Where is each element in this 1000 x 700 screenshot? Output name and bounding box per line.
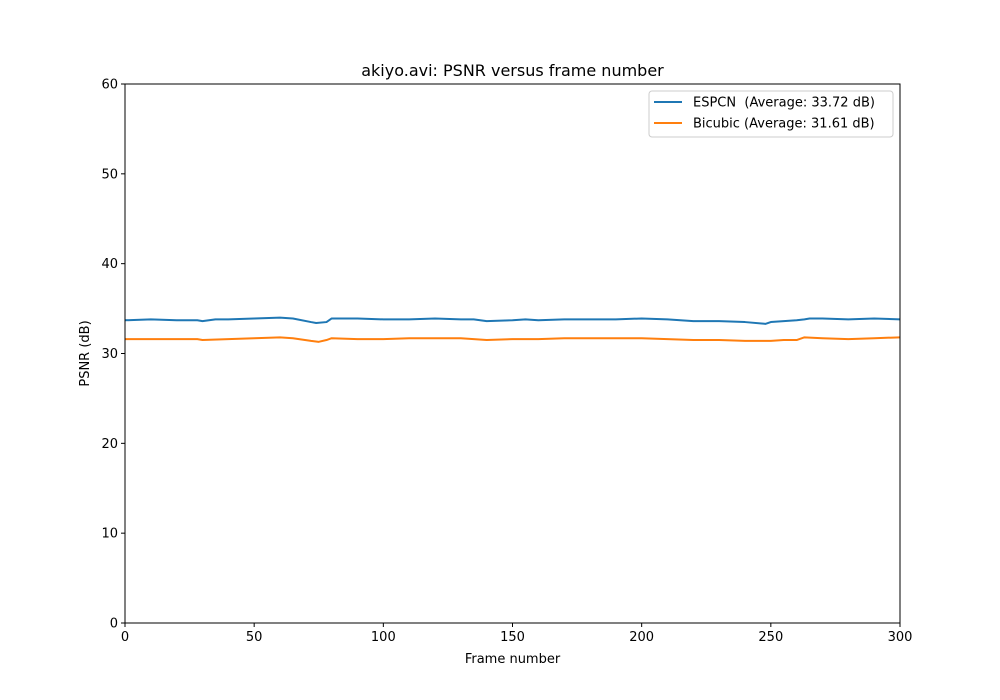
y-tick-label: 50 [101, 167, 118, 182]
x-tick-label: 200 [629, 630, 654, 645]
x-axis: 0 50 100 150 200 250 300 [121, 623, 913, 645]
legend-entry-label: Bicubic (Average: 31.61 dB) [693, 117, 875, 132]
legend: ESPCN (Average: 33.72 dB) Bicubic (Averag… [648, 90, 894, 138]
series-line-espcn [124, 316, 901, 325]
x-tick-label: 100 [371, 630, 396, 645]
chart-title: akiyo.avi: PSNR versus frame number [361, 61, 664, 80]
y-tick-label: 30 [101, 347, 118, 362]
y-tick-label: 10 [101, 527, 118, 542]
legend-box [648, 90, 894, 138]
series-layer [124, 316, 901, 343]
x-tick-label: 250 [758, 630, 783, 645]
series-line-bicubic [125, 336, 901, 343]
y-axis-label: PSNR (dB) [78, 320, 93, 386]
y-tick-label: 0 [110, 617, 118, 632]
y-tick-label: 20 [101, 437, 118, 452]
legend-entry-label: ESPCN (Average: 33.72 dB) [693, 96, 875, 111]
x-tick-label: 50 [246, 630, 263, 645]
x-axis-label: Frame number [465, 652, 561, 667]
x-tick-label: 300 [888, 630, 913, 645]
x-tick-label: 0 [121, 630, 129, 645]
y-axis: 0 10 20 30 40 50 60 [101, 78, 125, 632]
y-tick-label: 60 [101, 78, 118, 93]
y-tick-label: 40 [101, 257, 118, 272]
x-tick-label: 150 [500, 630, 525, 645]
